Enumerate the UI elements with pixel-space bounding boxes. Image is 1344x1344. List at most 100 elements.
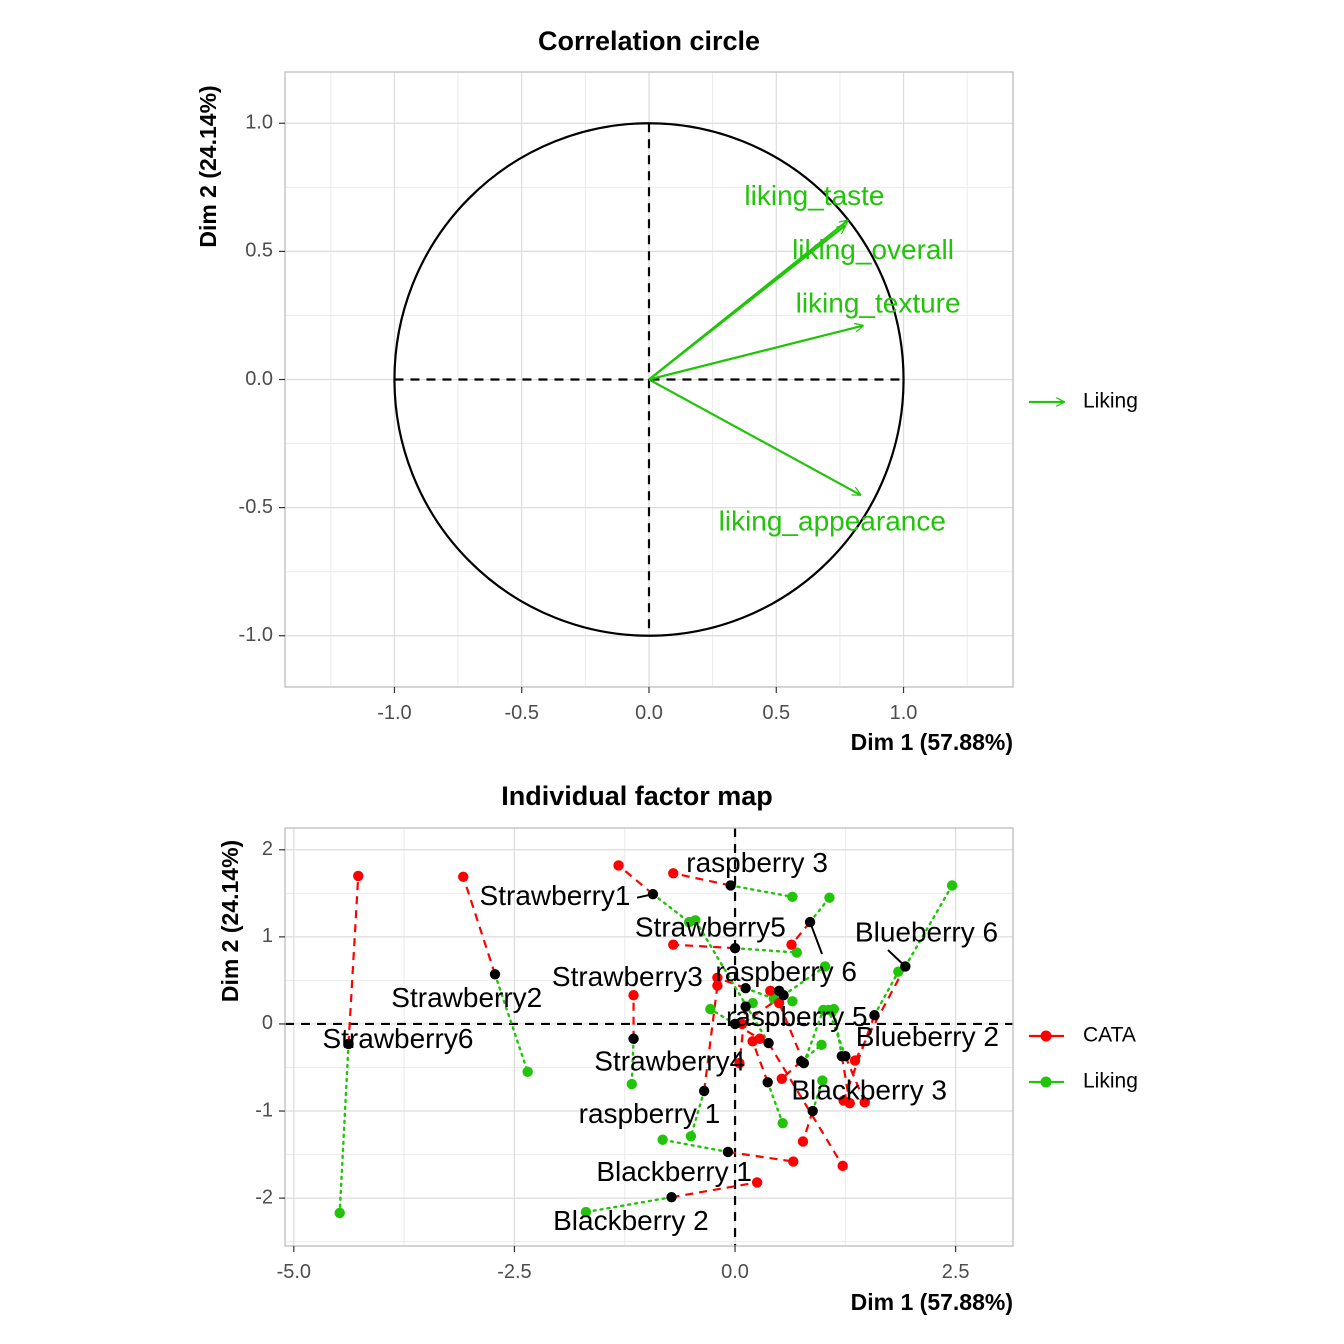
individual-label: Blackberry 2 xyxy=(553,1205,709,1236)
cata-segment xyxy=(738,1006,747,1064)
individual-point xyxy=(763,1037,774,1049)
individual-point xyxy=(762,1077,773,1088)
liking-segment xyxy=(694,919,770,1045)
legend: Liking xyxy=(1029,390,1138,413)
correlation-circle-panel: liking_taste liking_overall liking_texture… xyxy=(195,26,1138,755)
liking-segment xyxy=(651,892,691,924)
variable-arrow xyxy=(648,226,845,381)
liking-segment xyxy=(689,1089,706,1138)
legend-key-point xyxy=(1040,1030,1052,1042)
cata-point xyxy=(776,1073,788,1085)
variable-label: liking_texture xyxy=(796,288,961,319)
liking-segment xyxy=(808,896,831,924)
individual-label: raspberry 3 xyxy=(686,847,828,878)
individual-point xyxy=(807,1105,818,1117)
liking-segment xyxy=(873,970,900,1017)
y-tick-label: 0 xyxy=(262,1012,273,1034)
y-tick-label: 1.0 xyxy=(245,112,273,134)
cata-segment xyxy=(347,875,360,1045)
cata-segment xyxy=(617,864,654,896)
individual-label: Strawberry2 xyxy=(391,982,542,1013)
x-tick-label: -0.5 xyxy=(504,702,538,724)
individual-point xyxy=(343,1038,354,1050)
x-tick-label: 0.5 xyxy=(762,702,790,724)
individual-point xyxy=(725,880,736,891)
individual-point xyxy=(900,961,911,972)
liking-segment xyxy=(811,1079,824,1113)
cata-segment xyxy=(778,1002,805,1064)
variable-label: liking_overall xyxy=(792,234,954,265)
y-tick-label: -1 xyxy=(255,1099,273,1121)
cata-point xyxy=(668,939,679,950)
legend-label: Liking xyxy=(1083,1070,1138,1093)
liking-segment xyxy=(827,1008,847,1058)
liking-point xyxy=(817,1075,828,1086)
individual-label: Blueberry 6 xyxy=(855,917,998,948)
liking-segment xyxy=(493,973,529,1074)
cata-segment xyxy=(727,1150,794,1163)
x-axis-title: Dim 1 (57.88%) xyxy=(851,1289,1013,1315)
cata-segment xyxy=(751,1040,769,1083)
x-tick-label: -1.0 xyxy=(377,702,411,724)
y-tick-label: 0.5 xyxy=(245,240,273,262)
legend: CATA Liking xyxy=(1029,1024,1138,1093)
y-tick-label: -1.0 xyxy=(239,624,273,646)
variable-arrow xyxy=(648,378,860,495)
liking-point xyxy=(685,1131,697,1142)
individual-point xyxy=(869,1010,880,1021)
liking-point xyxy=(777,1118,788,1129)
liking-segment xyxy=(904,884,954,968)
individual-point xyxy=(740,983,751,994)
cata-point xyxy=(668,868,679,879)
variable-label: liking_appearance xyxy=(719,505,946,536)
variable-arrow xyxy=(648,326,863,381)
x-tick-label: -5.0 xyxy=(277,1261,311,1283)
x-tick-label: 1.0 xyxy=(890,702,918,724)
cata-segment xyxy=(801,1110,814,1142)
liking-point xyxy=(334,1207,345,1219)
label-leader-line xyxy=(809,921,823,955)
cata-segment xyxy=(703,985,719,1092)
cata-point xyxy=(628,990,639,1001)
individual-point xyxy=(836,1050,848,1062)
liking-segment xyxy=(744,987,776,1000)
cata-point xyxy=(837,1160,848,1172)
cata-point xyxy=(849,1055,861,1066)
cata-point xyxy=(788,1156,799,1167)
liking-segment xyxy=(338,1042,350,1215)
cata-point xyxy=(712,980,723,991)
individual-point xyxy=(489,969,501,980)
individual-label: raspberry 6 xyxy=(715,956,857,987)
liking-point xyxy=(816,1039,827,1051)
chart-title: Correlation circle xyxy=(538,26,760,56)
individual-label: Blueberry 2 xyxy=(856,1021,999,1052)
y-axis-title: Dim 2 (24.14%) xyxy=(195,85,221,247)
x-tick-label: 0.0 xyxy=(635,702,663,724)
liking-segment xyxy=(733,946,799,954)
liking-point xyxy=(828,1003,840,1015)
individual-label: raspberry 5 xyxy=(726,1001,868,1032)
cata-point xyxy=(859,1097,870,1108)
cata-point xyxy=(773,997,785,1009)
individual-point xyxy=(796,1056,807,1067)
liking-point xyxy=(657,1134,668,1145)
individual-factor-map-panel: Strawberry6 Strawberry2 Strawberry1 raspber… xyxy=(217,781,1138,1315)
individual-point xyxy=(698,1085,710,1097)
y-tick-label: 0.0 xyxy=(245,368,273,390)
legend-key-point xyxy=(1040,1076,1052,1088)
cata-point xyxy=(734,1057,745,1069)
individual-label: Strawberry4 xyxy=(594,1046,745,1077)
liking-point xyxy=(690,915,701,926)
cata-point xyxy=(751,1177,763,1188)
chart-title: Individual factor map xyxy=(501,781,773,811)
liking-point xyxy=(705,1003,716,1015)
individual-point xyxy=(647,888,659,900)
cata-segment xyxy=(741,994,785,1025)
individual-point xyxy=(722,1146,734,1158)
liking-point xyxy=(522,1066,533,1078)
liking-point xyxy=(818,1004,829,1016)
cata-segment xyxy=(462,876,497,975)
x-tick-label: 0.0 xyxy=(721,1261,749,1283)
cata-segment xyxy=(671,1181,758,1199)
